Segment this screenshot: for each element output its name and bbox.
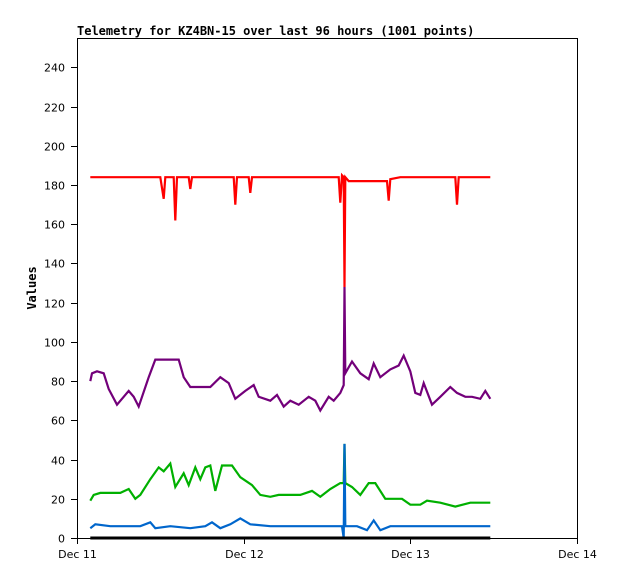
chart-title: Telemetry for KZ4BN-15 over last 96 hour… [77, 24, 474, 38]
x-tick-label: Dec 11 [58, 548, 97, 561]
y-tick-label: 100 [44, 337, 65, 350]
y-tick-label: 60 [51, 415, 65, 428]
y-tick-label: 20 [51, 494, 65, 507]
y-tick-label: 80 [51, 376, 65, 389]
y-tick-label: 140 [44, 258, 65, 271]
series-line-blue [89, 443, 491, 539]
x-tick-label: Dec 13 [391, 548, 430, 561]
y-tick-label: 120 [44, 298, 65, 311]
series-line-green [89, 443, 491, 508]
y-tick-label: 240 [44, 62, 65, 75]
y-axis-label: Values [25, 266, 39, 309]
y-tick-label: 0 [58, 533, 65, 546]
y-tick-label: 200 [44, 141, 65, 154]
series-line-red [90, 172, 491, 288]
series-line-purple [89, 286, 492, 413]
y-tick-label: 40 [51, 455, 65, 468]
x-tick-label: Dec 12 [225, 548, 264, 561]
y-tick-label: 160 [44, 219, 65, 232]
y-tick-label: 220 [44, 102, 65, 115]
x-tick-label: Dec 14 [558, 548, 597, 561]
y-tick-label: 180 [44, 180, 65, 193]
plot-frame [77, 38, 578, 539]
